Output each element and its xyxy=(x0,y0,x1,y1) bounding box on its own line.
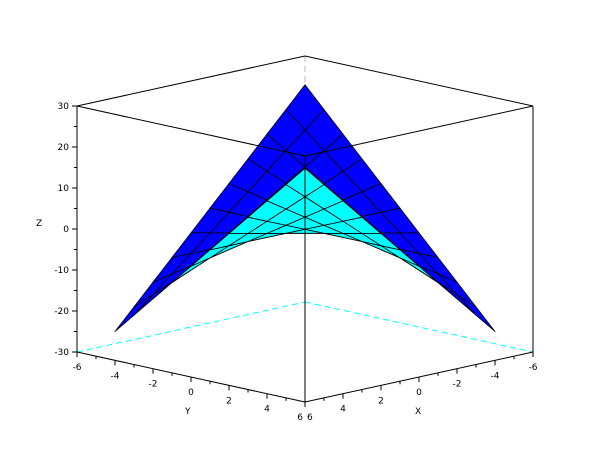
y-tick-label: -2 xyxy=(149,380,158,390)
hidden-edge xyxy=(304,301,534,353)
x-tick-label: 4 xyxy=(340,405,346,415)
z-tick-label: -20 xyxy=(54,307,69,317)
z-tick-label: 0 xyxy=(63,225,69,235)
box-edge xyxy=(304,55,534,107)
box-edge xyxy=(76,55,306,107)
surface-facet xyxy=(437,273,477,308)
y-tick-label: 6 xyxy=(297,413,303,423)
hidden-edge xyxy=(76,301,306,353)
y-axis-label: Y xyxy=(184,407,191,417)
x-tick-label: 2 xyxy=(378,396,384,406)
y-tick-label: -4 xyxy=(111,371,120,381)
x-tick-label: -2 xyxy=(453,380,462,390)
y-tick-label: 2 xyxy=(226,396,232,406)
x-tick-label: 6 xyxy=(307,413,313,423)
z-tick-label: -10 xyxy=(54,266,69,276)
surface-facet xyxy=(456,294,496,332)
z-tick-label: -30 xyxy=(54,348,69,358)
x-axis-label: X xyxy=(415,407,421,417)
y-tick-label: 4 xyxy=(264,405,270,415)
z-tick-label: 20 xyxy=(58,143,70,153)
y-tick-label: -6 xyxy=(73,363,82,373)
x-tick-label: 0 xyxy=(416,388,422,398)
z-tick-label: 30 xyxy=(58,102,70,112)
box-edge xyxy=(304,105,534,157)
y-tick-label: 0 xyxy=(188,388,194,398)
z-tick-label: 10 xyxy=(58,184,70,194)
x-tick-label: -6 xyxy=(529,363,538,373)
surface xyxy=(114,84,496,332)
z-axis-label: Z xyxy=(36,219,42,229)
box-edge xyxy=(76,105,306,157)
surface-facet xyxy=(114,294,154,332)
x-tick-label: -4 xyxy=(491,371,500,381)
surface-facet xyxy=(133,273,173,308)
